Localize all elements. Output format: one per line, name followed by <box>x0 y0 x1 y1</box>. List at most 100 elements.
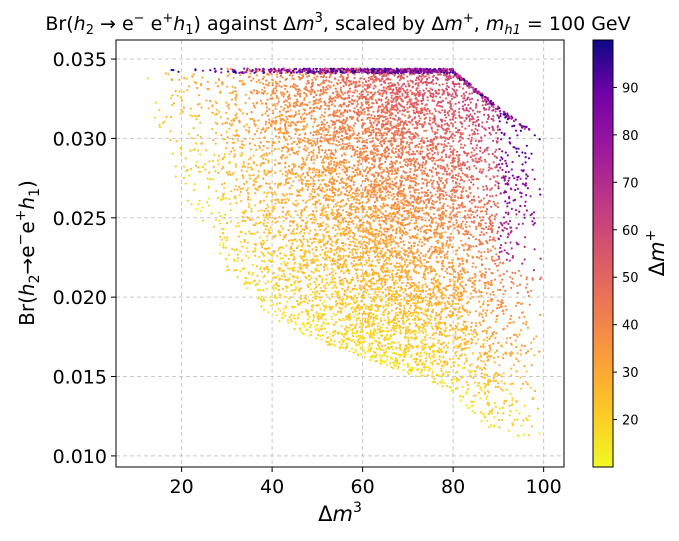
scatter-point <box>359 322 361 324</box>
scatter-point <box>484 374 486 376</box>
scatter-point <box>290 109 292 111</box>
scatter-point <box>356 277 358 279</box>
scatter-point <box>457 272 459 274</box>
scatter-point <box>336 202 338 204</box>
scatter-point <box>316 142 318 144</box>
scatter-point <box>389 186 391 188</box>
scatter-point <box>386 364 388 366</box>
scatter-point <box>384 319 386 321</box>
scatter-point <box>199 103 201 105</box>
scatter-point <box>211 212 213 214</box>
scatter-point <box>411 201 413 203</box>
scatter-point <box>319 335 321 337</box>
scatter-point <box>441 212 443 214</box>
scatter-point <box>336 303 338 305</box>
scatter-point <box>475 140 477 142</box>
scatter-point <box>363 311 365 313</box>
scatter-point <box>387 148 389 150</box>
scatter-point <box>301 323 303 325</box>
scatter-point <box>468 138 470 140</box>
scatter-point <box>386 112 388 114</box>
scatter-point <box>419 301 421 303</box>
scatter-point <box>488 108 490 110</box>
scatter-point <box>219 243 221 245</box>
scatter-point <box>321 149 323 151</box>
scatter-point <box>356 335 358 337</box>
scatter-point <box>390 262 392 264</box>
scatter-point <box>407 366 409 368</box>
scatter-point <box>415 358 417 360</box>
scatter-point <box>316 154 318 156</box>
scatter-point <box>249 73 251 75</box>
scatter-point <box>477 296 479 298</box>
scatter-point <box>517 352 519 354</box>
scatter-point <box>368 184 370 186</box>
scatter-point <box>374 328 376 330</box>
scatter-point <box>432 309 434 311</box>
scatter-point <box>455 219 457 221</box>
scatter-point <box>171 104 173 106</box>
scatter-point <box>316 140 318 142</box>
scatter-point <box>324 284 326 286</box>
scatter-point <box>467 384 469 386</box>
scatter-point <box>442 356 444 358</box>
scatter-point <box>327 156 329 158</box>
scatter-point <box>404 345 406 347</box>
scatter-point <box>513 364 515 366</box>
scatter-point <box>419 372 421 374</box>
scatter-point <box>435 246 437 248</box>
scatter-point <box>362 175 364 177</box>
scatter-point <box>400 156 402 158</box>
scatter-point <box>404 364 406 366</box>
scatter-point <box>418 146 420 148</box>
scatter-point <box>429 117 431 119</box>
scatter-point <box>335 189 337 191</box>
scatter-point <box>446 130 448 132</box>
scatter-point <box>352 335 354 337</box>
scatter-point <box>385 178 387 180</box>
scatter-point <box>275 135 277 137</box>
scatter-point <box>499 289 501 291</box>
scatter-point <box>442 83 444 85</box>
scatter-point <box>484 287 486 289</box>
scatter-point <box>397 245 399 247</box>
scatter-point <box>454 271 456 273</box>
scatter-point <box>398 303 400 305</box>
scatter-point <box>253 105 255 107</box>
scatter-point <box>483 189 485 191</box>
scatter-point <box>494 337 496 339</box>
scatter-point <box>378 328 380 330</box>
scatter-point <box>496 164 498 166</box>
scatter-point <box>332 196 334 198</box>
scatter-point <box>443 276 445 278</box>
scatter-point <box>376 150 378 152</box>
scatter-point <box>256 74 258 76</box>
scatter-point <box>331 296 333 298</box>
scatter-point <box>273 71 275 73</box>
scatter-points <box>147 68 543 438</box>
scatter-point <box>314 288 316 290</box>
scatter-point <box>215 143 217 145</box>
scatter-point <box>368 306 370 308</box>
scatter-point <box>434 108 436 110</box>
scatter-point <box>155 102 157 104</box>
scatter-point <box>219 215 221 217</box>
scatter-point <box>396 317 398 319</box>
scatter-point <box>418 254 420 256</box>
scatter-point <box>362 336 364 338</box>
scatter-point <box>442 373 444 375</box>
scatter-point <box>402 88 404 90</box>
scatter-point <box>353 184 355 186</box>
scatter-point <box>497 129 499 131</box>
scatter-point <box>426 225 428 227</box>
scatter-point <box>334 277 336 279</box>
scatter-point <box>218 220 220 222</box>
scatter-point <box>319 308 321 310</box>
scatter-point <box>465 226 467 228</box>
scatter-point <box>462 147 464 149</box>
scatter-point <box>404 264 406 266</box>
scatter-point <box>315 133 317 135</box>
scatter-point <box>475 211 477 213</box>
scatter-point <box>514 189 516 191</box>
scatter-point <box>299 73 301 75</box>
